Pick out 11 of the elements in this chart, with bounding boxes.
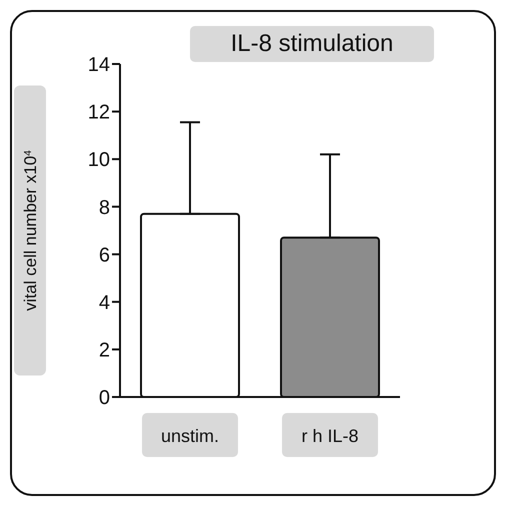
y-tick-label: 8 [98, 196, 110, 219]
y-tick-label: 0 [98, 387, 110, 410]
y-tick-label: 14 [88, 54, 110, 76]
y-tick-label: 2 [98, 340, 110, 362]
x-tick-label: unstim. [160, 426, 220, 446]
y-tick-label: 6 [98, 244, 110, 266]
y-tick-label: 10 [88, 149, 110, 172]
chart-title: IL-8 stimulation [190, 26, 434, 62]
y-tick-label: 12 [88, 102, 110, 124]
x-tick-label: r h IL-8 [301, 426, 359, 446]
y-tick-label: 4 [98, 292, 110, 314]
